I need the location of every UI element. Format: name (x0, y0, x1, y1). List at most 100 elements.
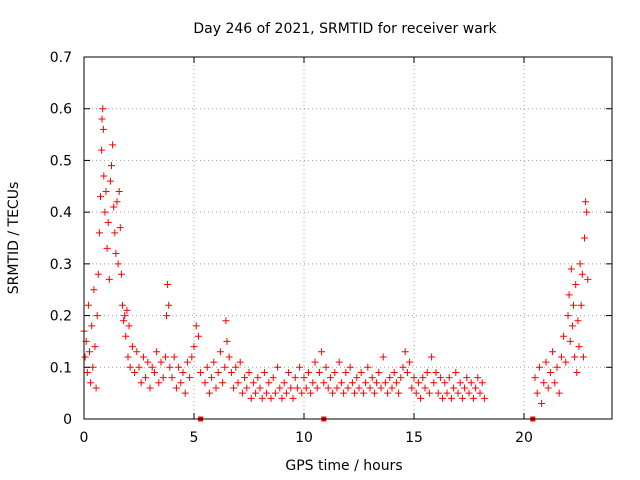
data-point (99, 105, 107, 113)
data-point (84, 301, 92, 309)
data-point (324, 384, 332, 392)
data-point (188, 353, 196, 361)
grid-layer (84, 57, 612, 419)
data-point (342, 368, 350, 376)
data-point (133, 348, 141, 356)
y-tick-label: 0.1 (50, 360, 72, 376)
data-point (456, 379, 464, 387)
data-point (99, 125, 107, 133)
data-point (179, 368, 187, 376)
data-point (285, 368, 293, 376)
data-point (397, 374, 405, 382)
data-point (304, 368, 312, 376)
x-tick-label: 0 (80, 430, 89, 446)
data-point (104, 218, 112, 226)
data-point (542, 358, 550, 366)
data-point (157, 358, 165, 366)
data-point (163, 312, 170, 320)
data-point (329, 389, 337, 397)
data-point (395, 389, 403, 397)
data-point (568, 322, 576, 330)
data-point (577, 301, 585, 309)
y-tick-label: 0.2 (50, 309, 72, 325)
data-point (564, 312, 572, 320)
data-point (183, 358, 191, 366)
data-point (458, 394, 466, 402)
data-point (87, 379, 95, 387)
data-point (434, 389, 442, 397)
data-point (315, 368, 323, 376)
data-point (131, 368, 139, 376)
data-point (276, 384, 284, 392)
data-point (575, 343, 583, 351)
data-point (238, 389, 246, 397)
data-point (120, 317, 128, 325)
data-point (109, 141, 117, 149)
data-point (384, 389, 392, 397)
data-point (98, 146, 106, 154)
y-tick-label: 0 (63, 412, 72, 428)
data-point (254, 374, 262, 382)
data-point (403, 368, 411, 376)
data-point (573, 368, 581, 376)
y-tick-label: 0.7 (50, 50, 72, 66)
data-point (478, 379, 486, 387)
data-point (465, 389, 473, 397)
data-point (430, 379, 438, 387)
data-point (447, 394, 455, 402)
data-point (194, 332, 202, 340)
data-point (540, 379, 548, 387)
data-point (112, 250, 120, 258)
data-point (452, 368, 460, 376)
data-point (100, 172, 108, 180)
data-point (88, 322, 96, 330)
data-point (463, 374, 471, 382)
data-point (289, 394, 297, 402)
data-point (340, 389, 348, 397)
data-point (92, 384, 100, 392)
data-point (408, 384, 416, 392)
data-point (110, 203, 118, 211)
data-point (373, 379, 381, 387)
data-point (210, 358, 218, 366)
data-point (531, 374, 539, 382)
data-point (146, 384, 154, 392)
chart-title: Day 246 of 2021, SRMTID for receiver war… (193, 21, 497, 37)
data-point (300, 374, 308, 382)
data-point (102, 187, 110, 195)
data-point (252, 389, 260, 397)
data-point (414, 379, 422, 387)
data-point (333, 384, 341, 392)
data-point (399, 363, 407, 371)
data-point (571, 353, 579, 361)
x-tick-label: 5 (190, 430, 199, 446)
data-point (362, 379, 370, 387)
data-point (267, 394, 275, 402)
data-point (197, 368, 205, 376)
data-point (574, 317, 582, 325)
data-point (337, 379, 345, 387)
data-point (203, 363, 211, 371)
data-point (567, 265, 575, 273)
data-point (282, 389, 290, 397)
data-point (126, 363, 134, 371)
data-point (392, 379, 400, 387)
data-point (445, 374, 453, 382)
data-point (190, 343, 198, 351)
data-point (258, 394, 266, 402)
data-point (170, 353, 178, 361)
data-point (544, 384, 552, 392)
data-point (450, 384, 458, 392)
data-point (565, 291, 573, 299)
x-axis-label: GPS time / hours (285, 458, 402, 474)
data-point (366, 384, 374, 392)
data-point (320, 379, 328, 387)
data-point (137, 379, 145, 387)
data-point (546, 368, 554, 376)
data-point (121, 312, 129, 320)
data-point (124, 353, 132, 361)
data-point (166, 363, 174, 371)
data-point (302, 384, 310, 392)
data-point (219, 379, 227, 387)
